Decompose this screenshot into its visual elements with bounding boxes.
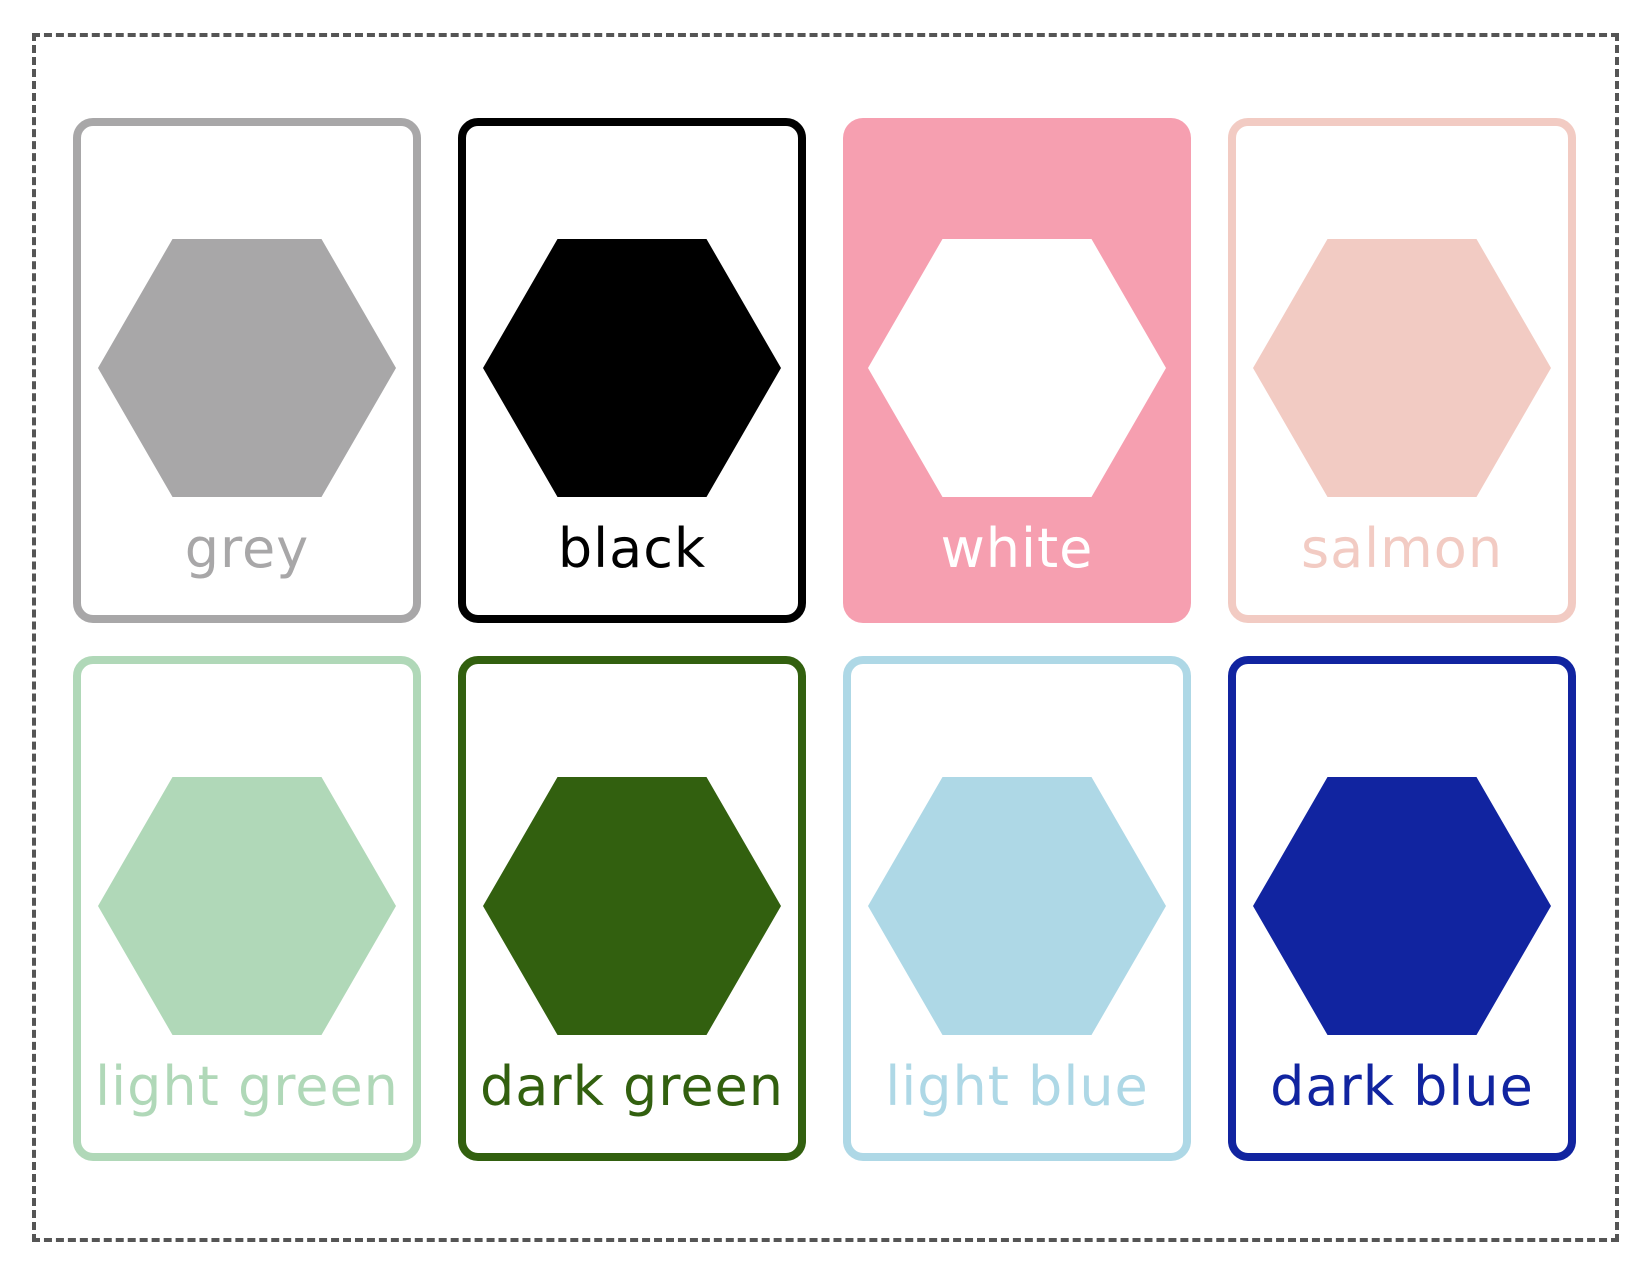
hexagon-shape <box>1253 239 1551 497</box>
color-card-light-blue: light blue <box>843 656 1191 1161</box>
color-card-light-green: light green <box>73 656 421 1161</box>
hexagon-shape <box>483 777 781 1035</box>
color-label: salmon <box>1300 517 1504 580</box>
color-card-grey: grey <box>73 118 421 623</box>
color-label: light blue <box>885 1055 1149 1118</box>
color-card-black: black <box>458 118 806 623</box>
hexagon-shape <box>868 239 1166 497</box>
color-card-dark-green: dark green <box>458 656 806 1161</box>
color-label: white <box>940 517 1094 580</box>
dashed-cut-border <box>32 33 1619 1242</box>
color-card-white: white <box>843 118 1191 623</box>
hexagon-shape <box>1253 777 1551 1035</box>
color-label: black <box>557 517 707 580</box>
hexagon-shape <box>98 239 396 497</box>
hexagon-shape <box>98 777 396 1035</box>
color-label: dark green <box>480 1055 784 1118</box>
color-card-salmon: salmon <box>1228 118 1576 623</box>
color-cards-grid: grey black white salmon light green dark… <box>73 118 1578 1161</box>
color-label: grey <box>184 517 310 580</box>
color-label: dark blue <box>1270 1055 1534 1118</box>
hexagon-shape <box>868 777 1166 1035</box>
color-card-dark-blue: dark blue <box>1228 656 1576 1161</box>
color-label: light green <box>95 1055 399 1118</box>
hexagon-shape <box>483 239 781 497</box>
